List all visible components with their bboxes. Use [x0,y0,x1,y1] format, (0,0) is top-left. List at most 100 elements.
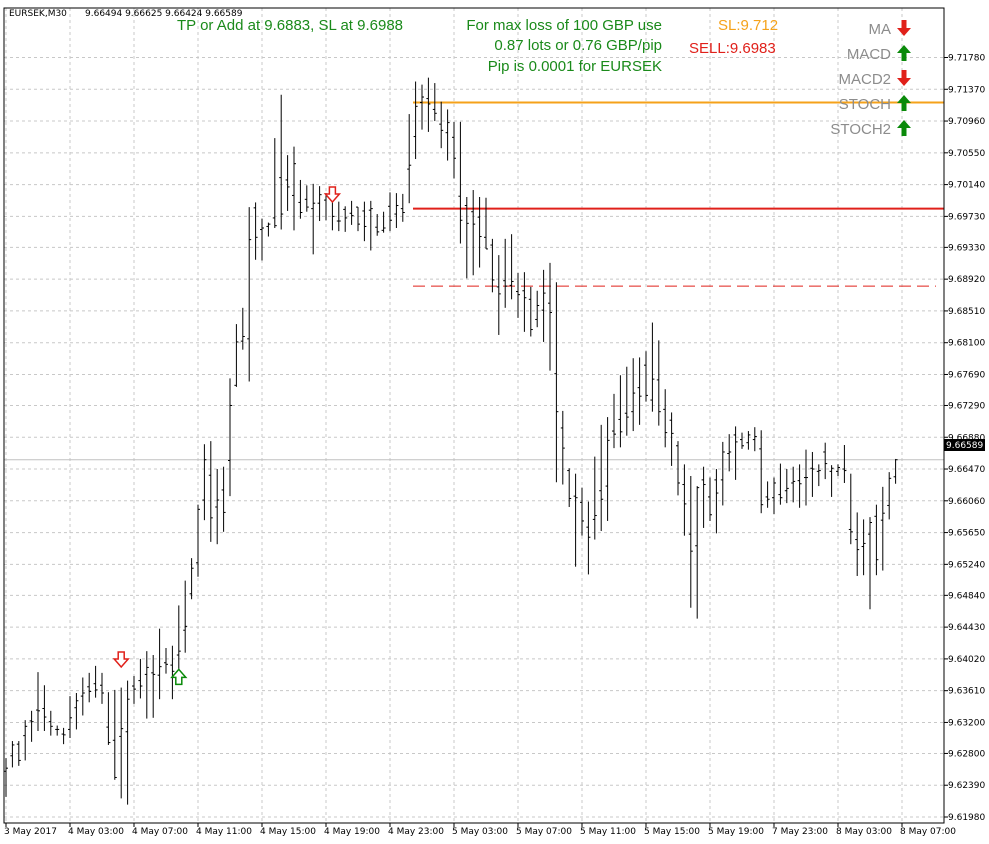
buy-arrow-icon [170,668,188,686]
ohlc-bar [42,685,47,731]
ohlc-bar [868,517,872,610]
ohlc-bar [292,146,296,231]
indicator-label: STOCH [839,96,891,113]
ohlc-bar [400,193,405,222]
y-tick-label: 9.70140 [948,181,985,191]
sl-value-text: SL:9.712 [718,17,778,34]
ohlc-bar [80,677,85,716]
ohlc-bar [221,466,226,532]
y-tick-label: 9.70550 [948,149,985,159]
x-tick-label: 4 May 15:00 [260,827,316,837]
ohlc-bar [228,378,232,497]
ohlc-bar [240,307,245,350]
ohlc-bar [196,504,200,577]
ohlc-bar [708,477,712,521]
ohlc-bar [784,469,789,504]
tp-sl-text: TP or Add at 9.6883, SL at 9.6988 [177,17,403,34]
ohlc-bar [624,366,629,436]
ohlc-bar [464,197,469,279]
ohlc-bar [176,605,181,673]
ohlc-bar [432,83,437,122]
x-tick-label: 4 May 19:00 [324,827,380,837]
ohlc-bar [215,469,220,545]
y-tick-label: 9.68920 [948,275,985,285]
arrow-up-icon [897,95,911,111]
ohlc-bar [285,155,290,211]
pip-size-line: Pip is 0.0001 for EURSEK [488,58,662,75]
ohlc-bar [797,464,802,508]
ohlc-bar [560,410,565,485]
plot-frame [3,7,945,824]
x-tick-label: 5 May 07:00 [516,827,572,837]
y-tick-label: 9.64840 [948,591,985,601]
y-tick-label: 9.64430 [948,623,985,633]
ohlc-bar [580,487,584,536]
ohlc-bar [541,269,546,342]
y-tick-label: 9.65650 [948,529,985,539]
x-tick-label: 8 May 07:00 [900,827,956,837]
x-tick-label: 4 May 07:00 [132,827,188,837]
ohlc-bar [509,234,514,300]
ohlc-bar [874,504,879,576]
position-size-line2: 0.87 lots or 0.76 GBP/pip [494,37,662,54]
ohlc-bar [375,214,380,236]
ohlc-bar [688,476,693,608]
price-axis: 9.71780 9.71370 9.70960 9.70550 9.70140 9.697… [944,54,985,823]
y-tick-label: 9.71780 [948,54,985,64]
ohlc-bar [55,725,60,736]
current-price-tag: 9.66589 [944,439,985,451]
trade-signals [112,186,342,686]
ohlc-bar [407,114,412,204]
ohlc-bar [458,121,463,244]
arrow-up-icon [897,45,911,61]
ohlc-bar [420,84,424,130]
ohlc-bar [586,501,591,575]
ohlc-bar [605,417,610,521]
grid [4,8,944,823]
ohlc-bar [656,340,661,426]
ohlc-bar [170,645,175,700]
ohlc-bar [592,456,597,540]
y-tick-label: 9.63610 [948,687,985,697]
y-tick-label: 9.61980 [948,813,985,823]
ohlc-bar [138,658,143,699]
x-tick-label: 5 May 15:00 [644,827,700,837]
ohlc-bar [208,441,213,542]
ohlc-bar [663,389,668,448]
ohlc-bar [778,463,783,505]
x-tick-label: 5 May 03:00 [452,827,508,837]
ohlc-bar [759,430,764,514]
y-tick-label: 9.67290 [948,401,985,411]
ohlc-bar [349,200,354,225]
x-tick-label: 3 May 2017 [4,827,57,837]
chart-ohlc-readout: 9.66494 9.66625 9.66424 9.66589 [85,9,243,19]
x-tick-label: 7 May 23:00 [772,827,828,837]
sell-arrow-icon [112,651,130,669]
ohlc-bar [573,473,578,567]
ohlc-bar [823,442,828,480]
current-price-label: 9.66589 [946,441,983,451]
ohlc-bar [266,222,271,237]
y-tick-label: 9.66060 [948,497,985,507]
ohlc-bar [452,121,456,179]
ohlc-bar [861,519,866,576]
y-tick-label: 9.68510 [948,307,985,317]
sell-arrow-icon [323,186,342,204]
ohlc-bar [676,441,680,496]
ohlc-bar [548,262,552,371]
x-tick-label: 8 May 03:00 [836,827,892,837]
ohlc-bar [503,238,508,308]
ohlc-bar [669,412,674,466]
ohlc-bar [522,272,527,332]
ohlc-bar [388,192,392,232]
ohlc-bar [496,255,501,335]
x-tick-label: 5 May 11:00 [580,827,636,837]
ohlc-bar [106,692,111,745]
indicator-label: STOCH2 [830,121,891,138]
ohlc-bar [10,741,15,768]
x-tick-label: 4 May 23:00 [388,827,444,837]
y-tick-label: 9.62390 [948,781,985,791]
ohlc-bar [68,696,72,738]
indicator-label: MA [869,21,892,38]
